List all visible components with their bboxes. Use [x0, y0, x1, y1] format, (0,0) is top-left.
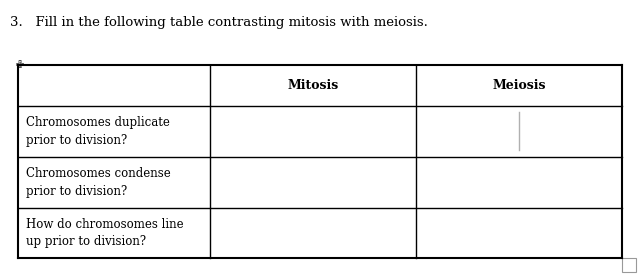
- Text: Chromosomes duplicate
prior to division?: Chromosomes duplicate prior to division?: [26, 116, 170, 147]
- Text: How do chromosomes line
up prior to division?: How do chromosomes line up prior to divi…: [26, 217, 184, 249]
- Text: Meiosis: Meiosis: [492, 79, 545, 92]
- Bar: [622, 258, 636, 272]
- Text: ✙: ✙: [15, 60, 23, 70]
- Text: 3.   Fill in the following table contrasting mitosis with meiosis.: 3. Fill in the following table contrasti…: [10, 16, 428, 29]
- Text: Chromosomes condense
prior to division?: Chromosomes condense prior to division?: [26, 167, 171, 198]
- Text: Mitosis: Mitosis: [287, 79, 339, 92]
